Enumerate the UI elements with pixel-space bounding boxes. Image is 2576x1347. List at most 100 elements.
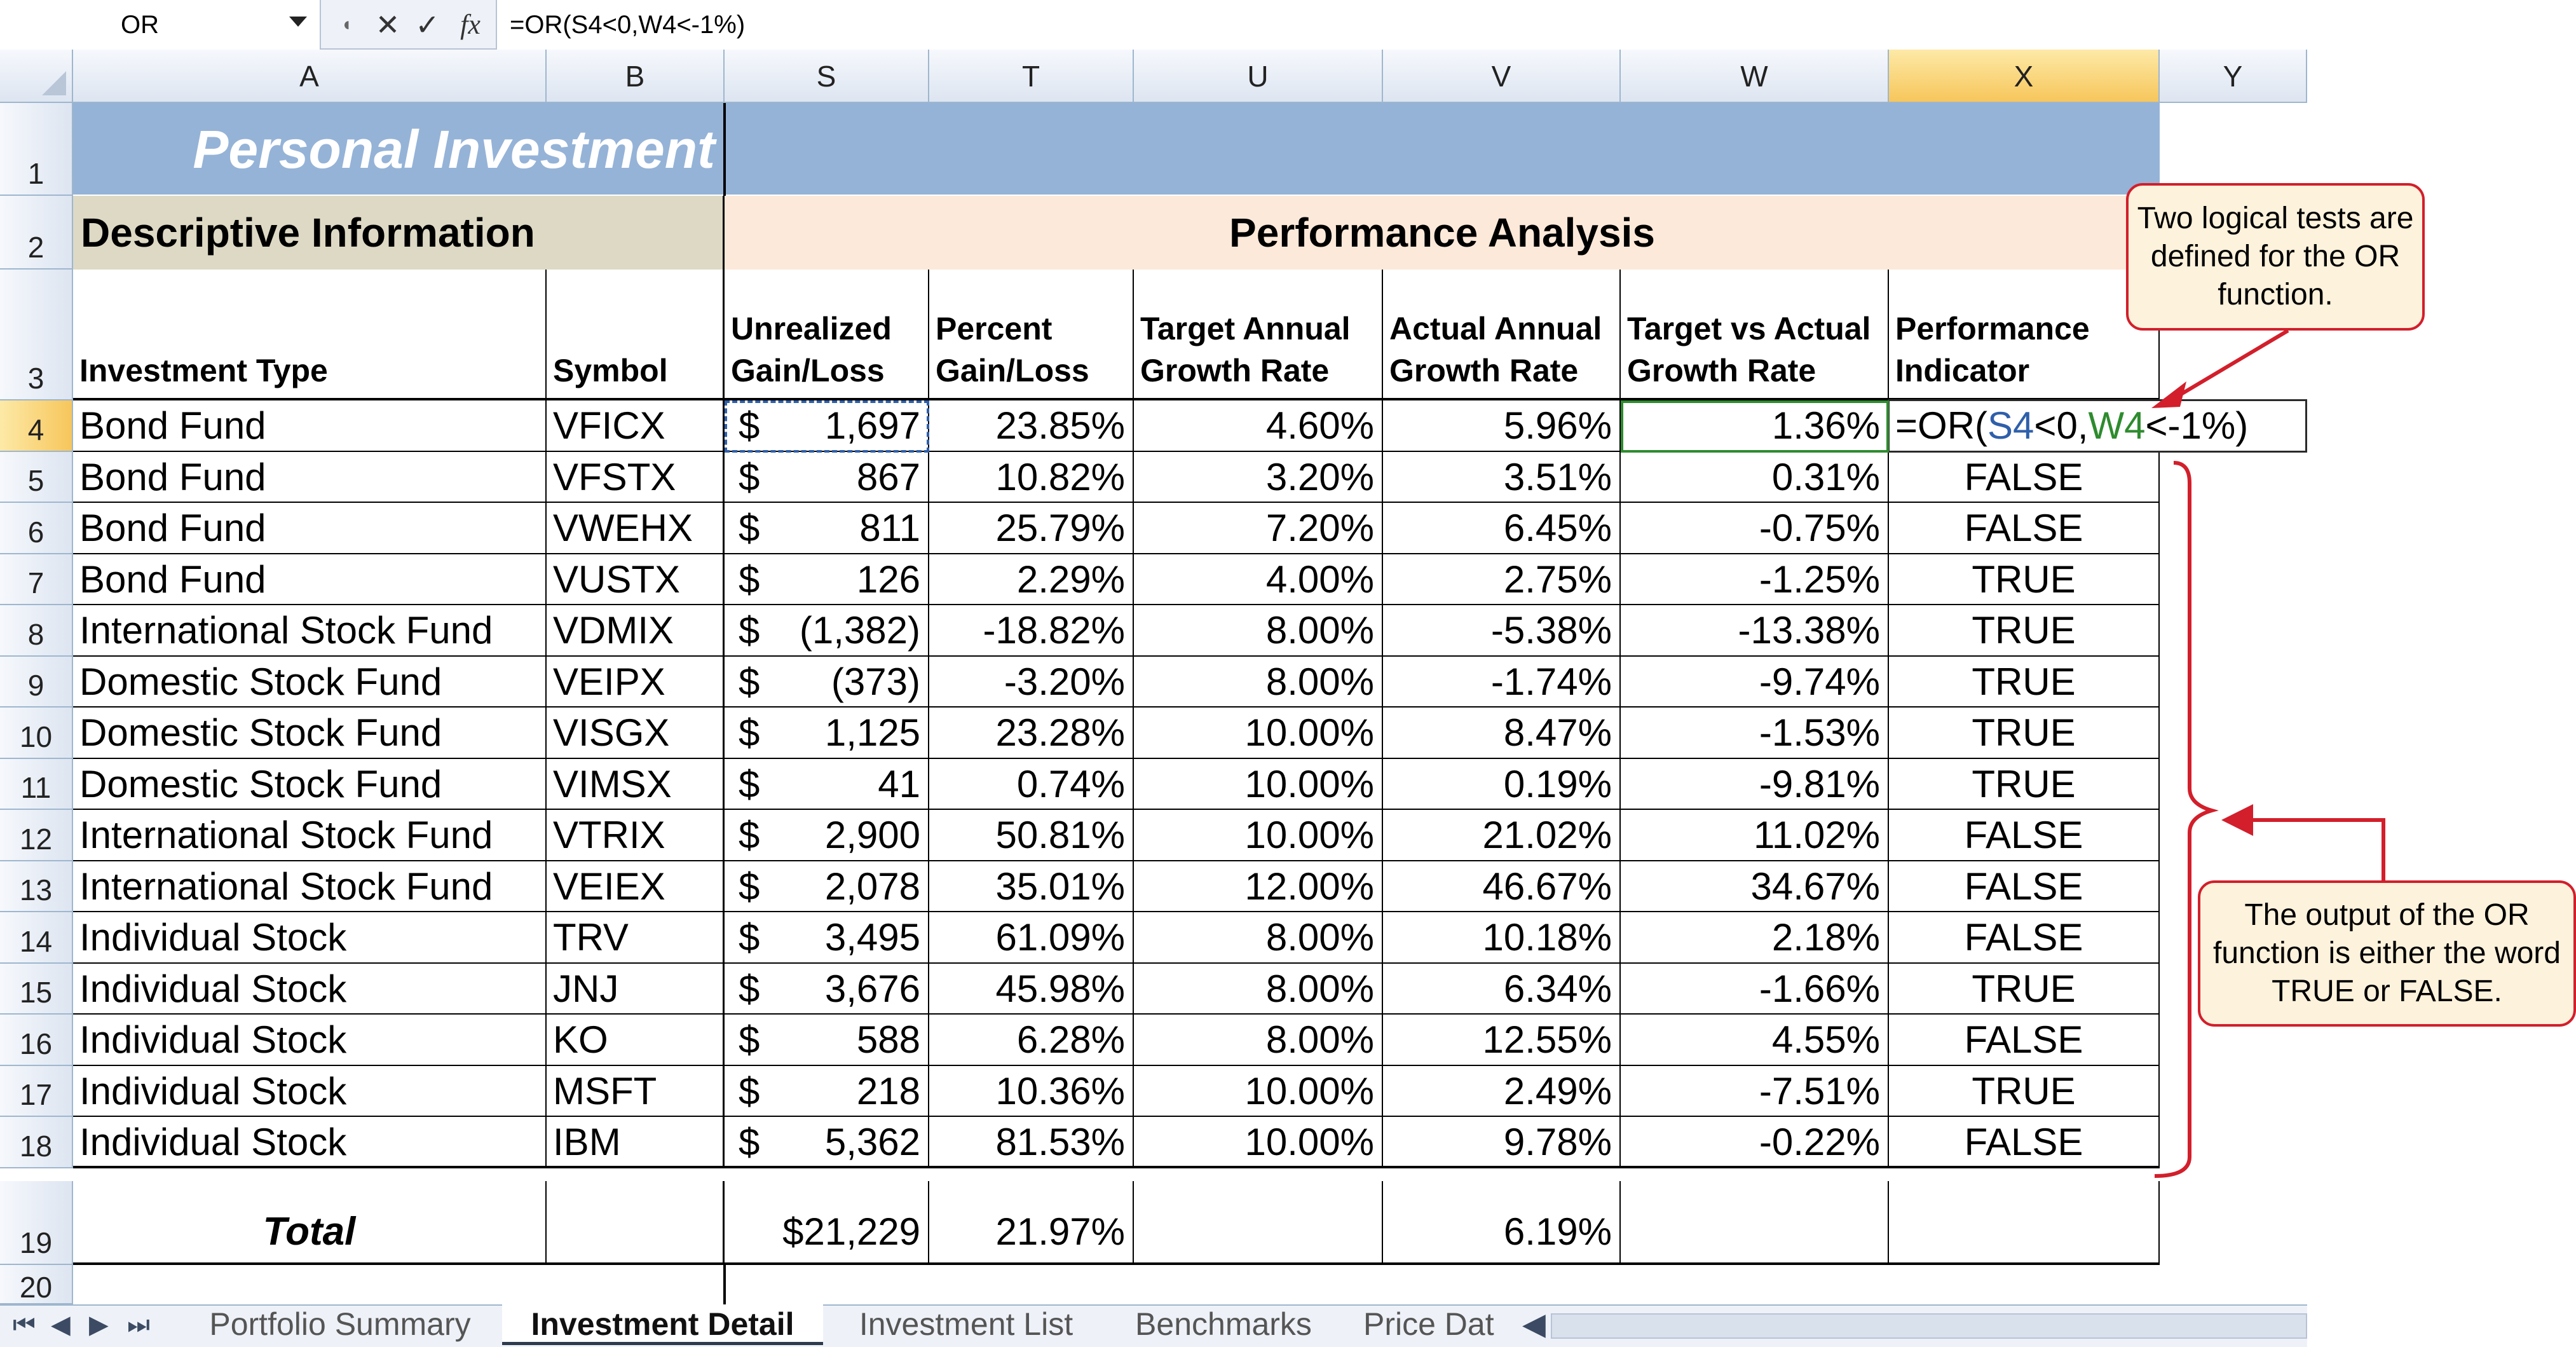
cell-target-growth[interactable]: 10.00% xyxy=(1134,1066,1383,1117)
cell-investment-type[interactable]: Bond Fund xyxy=(73,503,547,554)
enter-icon[interactable]: ✓ xyxy=(415,8,440,41)
column-header-x[interactable]: X xyxy=(1889,50,2160,103)
row-header[interactable]: 11 xyxy=(0,759,73,810)
total-indicator-cell[interactable] xyxy=(1889,1181,2160,1265)
cell-unrealized-gain[interactable]: $ (373) xyxy=(725,657,929,708)
total-symbol-cell[interactable] xyxy=(547,1181,725,1265)
row-header[interactable]: 19 xyxy=(0,1181,73,1265)
cell-target-growth[interactable]: 8.00% xyxy=(1134,964,1383,1015)
cell-symbol[interactable]: VEIEX xyxy=(547,861,725,912)
cell-unrealized-gain[interactable]: $218 xyxy=(725,1066,929,1117)
cell-percent-gain[interactable]: 23.28% xyxy=(929,708,1134,759)
cell-symbol[interactable]: JNJ xyxy=(547,964,725,1015)
cell-target-vs-actual[interactable]: -0.22% xyxy=(1621,1117,1889,1168)
cell-actual-growth[interactable]: 6.34% xyxy=(1383,964,1621,1015)
cell-percent-gain[interactable]: 10.82% xyxy=(929,452,1134,503)
row-header[interactable]: 9 xyxy=(0,657,73,708)
row-header[interactable]: 7 xyxy=(0,554,73,605)
cell-investment-type[interactable]: Domestic Stock Fund xyxy=(73,708,547,759)
row-header[interactable]: 10 xyxy=(0,708,73,759)
cell-target-vs-actual[interactable]: -9.74% xyxy=(1621,657,1889,708)
cell-actual-growth[interactable]: 2.49% xyxy=(1383,1066,1621,1117)
total-actual[interactable]: 6.19% xyxy=(1383,1181,1621,1265)
name-box[interactable]: OR xyxy=(0,0,321,50)
cell-target-growth[interactable]: 8.00% xyxy=(1134,912,1383,964)
cell-performance-indicator[interactable]: FALSE xyxy=(1889,503,2160,554)
column-header-b[interactable]: B xyxy=(547,50,725,103)
cell-symbol[interactable]: VIMSX xyxy=(547,759,725,810)
row-header[interactable]: 18 xyxy=(0,1117,73,1168)
cell-investment-type[interactable]: Individual Stock xyxy=(73,1117,547,1168)
cell-percent-gain[interactable]: -3.20% xyxy=(929,657,1134,708)
total-target-cell[interactable] xyxy=(1134,1181,1383,1265)
cancel-icon[interactable]: ✕ xyxy=(375,8,400,41)
cell-percent-gain[interactable]: 0.74% xyxy=(929,759,1134,810)
cell-symbol[interactable]: KO xyxy=(547,1015,725,1066)
cell-investment-type[interactable]: Domestic Stock Fund xyxy=(73,657,547,708)
cell-percent-gain[interactable]: 6.28% xyxy=(929,1015,1134,1066)
cell-target-growth[interactable]: 8.00% xyxy=(1134,605,1383,657)
cell-unrealized-gain[interactable]: $588 xyxy=(725,1015,929,1066)
row-header[interactable]: 14 xyxy=(0,912,73,964)
cell-target-vs-actual[interactable]: -0.75% xyxy=(1621,503,1889,554)
column-header-v[interactable]: V xyxy=(1383,50,1621,103)
cell-symbol[interactable]: VEIPX xyxy=(547,657,725,708)
next-sheet-icon[interactable]: ▶ xyxy=(89,1311,109,1339)
cell-target-growth[interactable]: 4.00% xyxy=(1134,554,1383,605)
column-header-w[interactable]: W xyxy=(1621,50,1889,103)
row-header[interactable]: 6 xyxy=(0,503,73,554)
cell-target-vs-actual[interactable]: 2.18% xyxy=(1621,912,1889,964)
cell-investment-type[interactable]: Bond Fund xyxy=(73,400,547,452)
cell-performance-indicator[interactable]: FALSE xyxy=(1889,861,2160,912)
cell-target-vs-actual[interactable]: 0.31% xyxy=(1621,452,1889,503)
horizontal-scrollbar[interactable] xyxy=(1551,1313,2307,1339)
cell-performance-indicator[interactable]: TRUE xyxy=(1889,605,2160,657)
cell-investment-type[interactable]: Bond Fund xyxy=(73,452,547,503)
cell-target-growth[interactable]: 10.00% xyxy=(1134,810,1383,861)
insert-function-icon[interactable]: fx xyxy=(460,9,480,40)
row-header[interactable]: 4 xyxy=(0,400,73,452)
cell-performance-indicator[interactable]: FALSE xyxy=(1889,1117,2160,1168)
column-header-a[interactable]: A xyxy=(73,50,547,103)
cell-percent-gain[interactable]: 23.85% xyxy=(929,400,1134,452)
cell-percent-gain[interactable]: -18.82% xyxy=(929,605,1134,657)
cell-unrealized-gain[interactable]: $867 xyxy=(725,452,929,503)
cell-target-growth[interactable]: 8.00% xyxy=(1134,1015,1383,1066)
row-header[interactable]: 17 xyxy=(0,1066,73,1117)
cell-percent-gain[interactable]: 50.81% xyxy=(929,810,1134,861)
column-header-t[interactable]: T xyxy=(929,50,1134,103)
cell-performance-indicator[interactable]: FALSE xyxy=(1889,912,2160,964)
cell-target-vs-actual[interactable]: 4.55% xyxy=(1621,1015,1889,1066)
cell-symbol[interactable]: VTRIX xyxy=(547,810,725,861)
cell-percent-gain[interactable]: 81.53% xyxy=(929,1117,1134,1168)
cell-target-vs-actual[interactable]: -1.25% xyxy=(1621,554,1889,605)
tab-investment-list[interactable]: Investment List xyxy=(859,1306,1073,1342)
total-label[interactable]: Total xyxy=(73,1181,547,1265)
row-header[interactable]: 8 xyxy=(0,605,73,657)
cell-unrealized-gain[interactable]: $ (1,382) xyxy=(725,605,929,657)
cell-actual-growth[interactable]: 10.18% xyxy=(1383,912,1621,964)
prev-sheet-icon[interactable]: ◀ xyxy=(51,1311,71,1339)
cell-symbol[interactable]: VDMIX xyxy=(547,605,725,657)
cell-investment-type[interactable]: International Stock Fund xyxy=(73,605,547,657)
cell-target-vs-actual[interactable]: 11.02% xyxy=(1621,810,1889,861)
cell-target-vs-actual[interactable]: 34.67% xyxy=(1621,861,1889,912)
cell-actual-growth[interactable]: 12.55% xyxy=(1383,1015,1621,1066)
cell-edit-formula[interactable]: =OR(S4<0,W4<-1%) xyxy=(1895,400,2248,451)
cell-investment-type[interactable]: Individual Stock xyxy=(73,1015,547,1066)
column-header-u[interactable]: U xyxy=(1134,50,1383,103)
column-header-s[interactable]: S xyxy=(725,50,929,103)
cell-actual-growth[interactable]: -1.74% xyxy=(1383,657,1621,708)
cell-unrealized-gain[interactable]: $3,495 xyxy=(725,912,929,964)
cell-unrealized-gain[interactable]: $5,362 xyxy=(725,1117,929,1168)
cell-performance-indicator[interactable]: TRUE xyxy=(1889,708,2160,759)
cell-percent-gain[interactable]: 10.36% xyxy=(929,1066,1134,1117)
cell-actual-growth[interactable]: 9.78% xyxy=(1383,1117,1621,1168)
cell-investment-type[interactable]: Individual Stock xyxy=(73,1066,547,1117)
cell-investment-type[interactable]: International Stock Fund xyxy=(73,810,547,861)
scroll-left-icon[interactable]: ◀ xyxy=(1522,1308,1546,1341)
cell-symbol[interactable]: MSFT xyxy=(547,1066,725,1117)
cell-percent-gain[interactable]: 35.01% xyxy=(929,861,1134,912)
cell-percent-gain[interactable]: 2.29% xyxy=(929,554,1134,605)
cell-performance-indicator[interactable]: TRUE xyxy=(1889,657,2160,708)
